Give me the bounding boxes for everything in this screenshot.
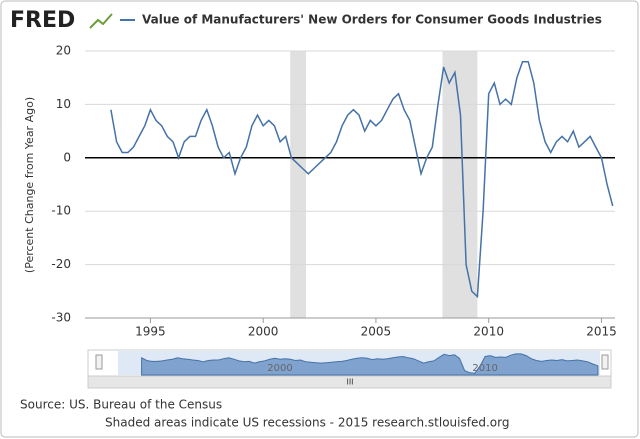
note: Shaded areas indicate US recessions - 20… xyxy=(105,416,509,430)
source: Source: US. Bureau of the Census xyxy=(20,398,222,412)
y-tick-label: -30 xyxy=(51,311,71,325)
scrollbar-grip: III xyxy=(346,378,353,387)
series-line xyxy=(110,60,614,299)
y-tick-label: 20 xyxy=(56,44,71,58)
logo-icon xyxy=(89,13,113,29)
y-tick-label: 10 xyxy=(56,97,71,111)
y-axis-label: (Percent Change from Year Ago) xyxy=(23,97,36,273)
navigator-label: 2010 xyxy=(472,363,497,374)
legend-label: Value of Manufacturers' New Orders for C… xyxy=(142,13,602,27)
logo: FRED xyxy=(10,8,75,33)
scrollbar xyxy=(87,375,612,389)
x-tick-label: 2000 xyxy=(248,325,279,339)
navigator-area xyxy=(141,353,599,376)
x-tick-label: 2010 xyxy=(473,325,504,339)
plot-area xyxy=(85,51,615,318)
x-tick-label: 1995 xyxy=(135,325,166,339)
recession-band xyxy=(442,51,478,318)
navigator-handle xyxy=(601,354,609,370)
navigator-handle xyxy=(95,354,103,370)
x-tick-label: 2015 xyxy=(586,325,617,339)
y-tick-label: -10 xyxy=(51,204,71,218)
y-tick-label: -20 xyxy=(51,257,71,271)
recession-band xyxy=(290,51,307,318)
x-tick-label: 2005 xyxy=(361,325,392,339)
y-tick-label: 0 xyxy=(63,150,71,164)
navigator-label: 2000 xyxy=(267,363,292,374)
